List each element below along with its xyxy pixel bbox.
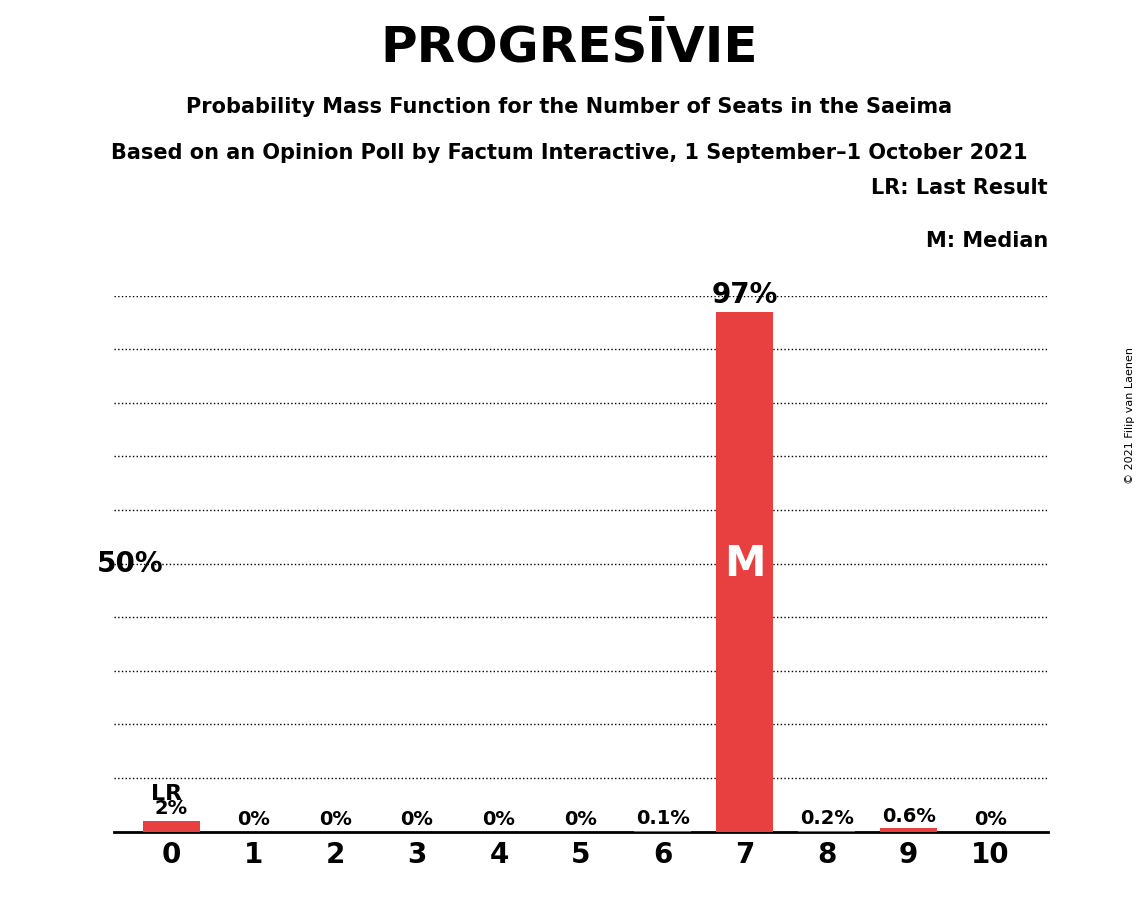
Text: 50%: 50% [97, 550, 164, 578]
Text: Probability Mass Function for the Number of Seats in the Saeima: Probability Mass Function for the Number… [187, 97, 952, 117]
Text: 0%: 0% [237, 810, 270, 829]
Text: LR: Last Result: LR: Last Result [871, 177, 1048, 198]
Text: PROGRESĪVIE: PROGRESĪVIE [380, 23, 759, 71]
Text: M: Median: M: Median [926, 231, 1048, 251]
Text: 97%: 97% [712, 281, 778, 310]
Text: M: M [724, 542, 765, 585]
Bar [142, 821, 200, 832]
Text: 0.2%: 0.2% [800, 808, 853, 828]
Text: 0%: 0% [319, 810, 352, 829]
Text: 2%: 2% [155, 799, 188, 819]
Text: © 2021 Filip van Laenen: © 2021 Filip van Laenen [1125, 347, 1134, 484]
Text: 0%: 0% [483, 810, 516, 829]
Bar [880, 829, 937, 832]
Text: 0%: 0% [401, 810, 434, 829]
Bar [798, 831, 855, 832]
Text: Based on an Opinion Poll by Factum Interactive, 1 September–1 October 2021: Based on an Opinion Poll by Factum Inter… [112, 143, 1027, 164]
Bar [716, 311, 773, 832]
Text: LR: LR [150, 784, 182, 804]
Text: 0.1%: 0.1% [636, 809, 690, 829]
Text: 0%: 0% [565, 810, 597, 829]
Text: 0.6%: 0.6% [882, 807, 935, 826]
Text: 0%: 0% [974, 810, 1007, 829]
